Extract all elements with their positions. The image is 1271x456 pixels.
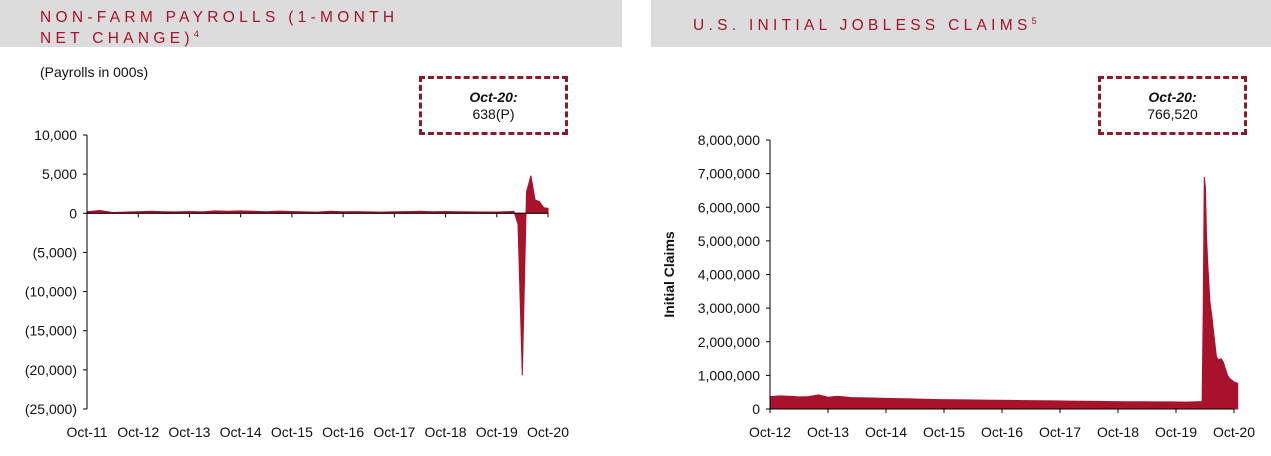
payrolls-callout: Oct-20: 638(P) xyxy=(419,76,568,135)
claims-callout-label: Oct-20: xyxy=(1148,89,1197,105)
payrolls-unit-note: (Payrolls in 000s) xyxy=(40,64,149,80)
payrolls-x-tick-label: Oct-16 xyxy=(322,424,364,440)
payrolls-title-bar: NON-FARM PAYROLLS (1-MONTH NET CHANGE)4 xyxy=(0,0,622,47)
claims-x-tick-label: Oct-19 xyxy=(1155,424,1197,440)
claims-y-tick-label: 4,000,000 xyxy=(698,267,760,283)
claims-x-tick-label: Oct-17 xyxy=(1039,424,1081,440)
payrolls-y-tick-label: (25,000) xyxy=(25,401,77,417)
claims-y-axis-title: Initial Claims xyxy=(661,231,677,318)
claims-title-bar: U.S. INITIAL JOBLESS CLAIMS5 xyxy=(651,0,1271,47)
claims-x-tick-label: Oct-14 xyxy=(865,424,907,440)
payrolls-y-tick-label: (5,000) xyxy=(33,244,77,260)
payrolls-x-tick-label: Oct-15 xyxy=(271,424,313,440)
payrolls-title: NON-FARM PAYROLLS (1-MONTH NET CHANGE)4 xyxy=(40,9,399,48)
payrolls-y-tick-label: (10,000) xyxy=(25,284,77,300)
claims-panel: U.S. INITIAL JOBLESS CLAIMS5 8,000,000 7,… xyxy=(651,0,1271,456)
payrolls-x-tick-label: Oct-11 xyxy=(67,424,108,440)
payrolls-y-tick-label: 10,000 xyxy=(34,127,77,143)
payrolls-panel: NON-FARM PAYROLLS (1-MONTH NET CHANGE)4 … xyxy=(0,0,622,456)
claims-y-tick-label: 5,000,000 xyxy=(698,233,760,249)
claims-x-tick-label: Oct-15 xyxy=(923,424,965,440)
payrolls-y-tick-label: (15,000) xyxy=(25,323,77,339)
claims-y-tick-label: 7,000,000 xyxy=(698,166,760,182)
payrolls-y-tick-label: 5,000 xyxy=(42,166,77,182)
claims-x-tick-label: Oct-20 xyxy=(1213,424,1255,440)
claims-x-tick-label: Oct-16 xyxy=(981,424,1023,440)
payrolls-x-tick-label: Oct-18 xyxy=(425,424,467,440)
claims-y-tick-label: 0 xyxy=(752,401,760,417)
claims-chart: 8,000,000 7,000,000 6,000,000 5,000,000 4,00… xyxy=(661,132,1255,440)
claims-series-area xyxy=(770,176,1239,410)
payrolls-footnote: 4 xyxy=(193,29,200,39)
claims-y-tick-label: 2,000,000 xyxy=(698,334,760,350)
payrolls-callout-value: 638(P) xyxy=(472,106,515,122)
claims-footnote: 5 xyxy=(1031,16,1038,26)
claims-title: U.S. INITIAL JOBLESS CLAIMS5 xyxy=(693,16,1038,35)
claims-x-tick-label: Oct-18 xyxy=(1097,424,1139,440)
payrolls-y-tick-label: (20,000) xyxy=(25,362,77,378)
claims-y-tick-label: 3,000,000 xyxy=(698,300,760,316)
payrolls-chart: 10,000 5,000 0 (5,000) (10,000) (15,000) (20,0… xyxy=(25,127,569,440)
payrolls-series-area xyxy=(86,175,549,376)
claims-y-tick-label: 6,000,000 xyxy=(698,199,760,215)
payrolls-x-tick-label: Oct-19 xyxy=(476,424,518,440)
payrolls-x-tick-label: Oct-12 xyxy=(117,424,159,440)
claims-x-tick-label: Oct-12 xyxy=(749,424,791,440)
payrolls-x-tick-label: Oct-20 xyxy=(527,424,569,440)
claims-callout-value: 766,520 xyxy=(1147,106,1198,122)
claims-y-tick-label: 1,000,000 xyxy=(698,367,760,383)
payrolls-x-tick-label: Oct-17 xyxy=(373,424,415,440)
claims-x-tick-label: Oct-13 xyxy=(807,424,849,440)
claims-callout: Oct-20: 766,520 xyxy=(1098,76,1247,135)
payrolls-y-tick-label: 0 xyxy=(69,205,77,221)
payrolls-callout-label: Oct-20: xyxy=(469,89,518,105)
payrolls-x-tick-label: Oct-13 xyxy=(168,424,210,440)
claims-y-tick-label: 8,000,000 xyxy=(698,132,760,148)
payrolls-x-tick-label: Oct-14 xyxy=(220,424,262,440)
